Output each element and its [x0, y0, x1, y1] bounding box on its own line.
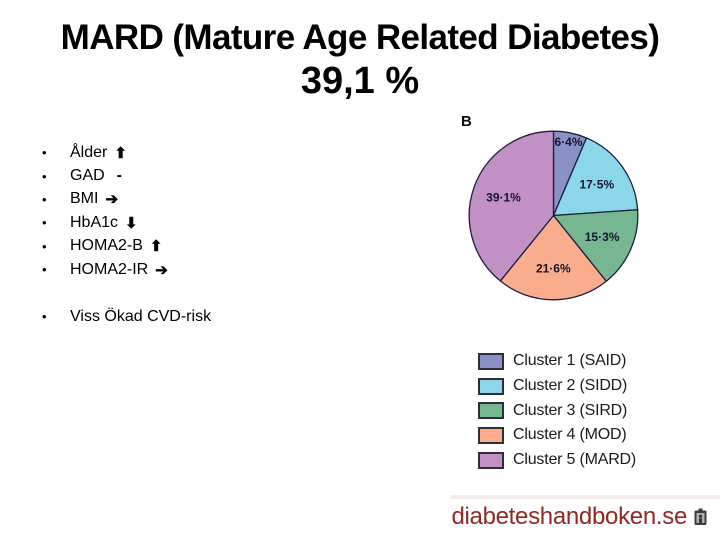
footer-site-name: diabeteshandboken.se: [451, 503, 687, 530]
bullet-item: • GAD -: [42, 164, 168, 187]
bullet-icon: •: [42, 215, 47, 231]
bullet-icon: •: [42, 309, 47, 325]
bullet-item: • BMI ➔: [42, 188, 168, 211]
diabeteshandboken-logo-icon: [694, 508, 707, 525]
cluster-legend: Cluster 1 (SAID) Cluster 2 (SIDD) Cluster …: [478, 349, 636, 472]
bullet-icon: •: [42, 168, 47, 184]
bullet-item: • HOMA2-IR ➔: [42, 258, 168, 281]
pie-slice-cluster-3: [552, 209, 639, 283]
pie-slice-label: 6·4%: [554, 135, 582, 149]
bullet-icon: •: [42, 191, 47, 207]
pie-slice-label: 17·5%: [579, 178, 614, 192]
bullet-label: HOMA2-IR: [70, 260, 149, 278]
legend-swatch-cluster-2: [478, 377, 504, 395]
legend-item: Cluster 5 (MARD): [478, 448, 636, 473]
title-percentage: 39,1 %: [300, 60, 420, 102]
pie-slice-label: 39·1%: [486, 191, 521, 205]
bullet-item: • Ålder ⬆: [42, 141, 168, 164]
dash-indicator: -: [116, 167, 122, 185]
bullet-label: GAD: [70, 167, 105, 185]
pie-chart: 6·4% 17·5% 15·3% 21·6% 39·1%: [468, 130, 639, 301]
bullet-label: BMI: [70, 190, 99, 208]
bullet-icon: •: [42, 145, 47, 161]
cvd-risk-list: • Viss Ökad CVD-risk: [42, 305, 211, 328]
bullet-label: HbA1c: [70, 213, 119, 231]
legend-item: Cluster 1 (SAID): [478, 349, 636, 374]
chart-panel-label: B: [461, 113, 472, 130]
bullet-item: • HOMA2-B ⬆: [42, 235, 168, 258]
bullet-icon: •: [42, 262, 47, 278]
page-title: MARD (Mature Age Related Diabetes) 39,1 …: [0, 18, 720, 102]
legend-swatch-cluster-5: [478, 451, 504, 469]
legend-label: Cluster 4 (MOD): [513, 426, 627, 444]
legend-label: Cluster 2 (SIDD): [513, 377, 628, 395]
bullet-item: • Viss Ökad CVD-risk: [42, 305, 211, 328]
legend-label: Cluster 3 (SIRD): [513, 401, 628, 419]
bullet-icon: •: [42, 238, 47, 254]
bullet-item: • HbA1c ⬇: [42, 211, 168, 234]
up-arrow-icon: ⬆: [114, 144, 127, 162]
bullet-label: Viss Ökad CVD-risk: [70, 307, 212, 325]
legend-swatch-cluster-4: [478, 426, 504, 444]
key-findings-list: • Ålder ⬆ • GAD - • BMI ➔ • HbA1c ⬇ • HOMA2-B ⬆ • HOMA2-…: [42, 141, 168, 281]
up-arrow-icon: ⬆: [149, 238, 163, 256]
legend-item: Cluster 2 (SIDD): [478, 374, 636, 399]
legend-swatch-cluster-3: [478, 402, 504, 420]
pie-chart-svg: 6·4% 17·5% 15·3% 21·6% 39·1%: [468, 130, 639, 301]
pie-slice-cluster-4: [499, 214, 608, 301]
legend-swatch-cluster-1: [478, 352, 504, 370]
pie-slice-label: 15·3%: [585, 230, 620, 244]
bullet-label: HOMA2-B: [70, 237, 143, 255]
legend-item: Cluster 3 (SIRD): [478, 398, 636, 423]
down-arrow-icon: ⬇: [125, 214, 138, 232]
legend-label: Cluster 5 (MARD): [513, 451, 637, 469]
pie-slice-cluster-5: [468, 130, 555, 282]
footer-divider: [450, 495, 720, 499]
pie-slice-cluster-2: [552, 137, 639, 217]
footer: diabeteshandboken.se: [451, 503, 708, 531]
pie-slice-label: 21·6%: [536, 262, 571, 276]
right-arrow-icon: ➔: [155, 261, 168, 279]
legend-label: Cluster 1 (SAID): [513, 352, 627, 370]
bullet-label: Ålder: [70, 143, 108, 161]
title-main: MARD (Mature Age Related Diabetes): [60, 18, 660, 57]
legend-item: Cluster 4 (MOD): [478, 423, 636, 448]
right-arrow-icon: ➔: [105, 191, 119, 209]
